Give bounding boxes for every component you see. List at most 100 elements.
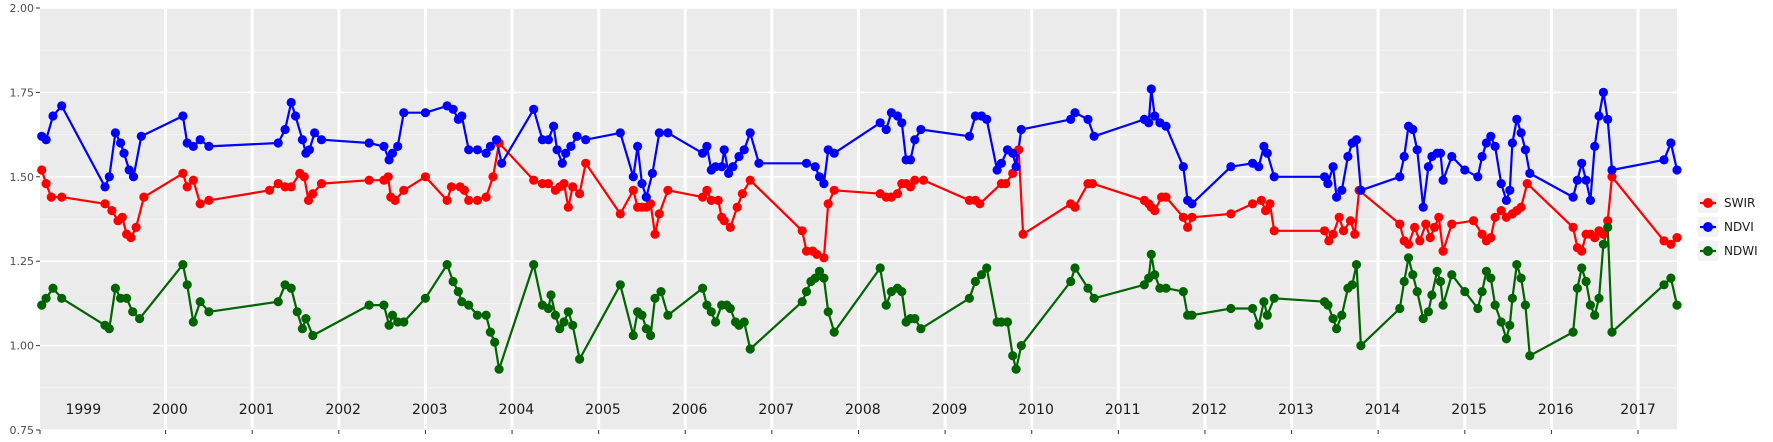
data-point-ndvi [1477,151,1487,162]
data-point-ndvi [698,148,708,158]
data-point-swir [1496,206,1506,216]
data-point-ndvi [1577,158,1587,168]
data-point-ndvi [1603,114,1613,124]
data-point-swir [1345,216,1356,226]
data-point-ndvi [1672,165,1682,175]
data-point-ndvi [116,138,126,148]
data-point-ndwi [1269,293,1279,303]
data-point-ndwi [1666,273,1676,283]
data-point-ndvi [485,141,495,151]
data-point-ndwi [1598,239,1608,249]
data-point-ndvi [286,97,296,108]
data-point-swir [37,165,47,175]
year-label: 2012 [1191,402,1227,418]
y-tick-label: 2.00 [10,2,35,15]
year-label: 2013 [1278,402,1314,418]
data-point-ndwi [273,297,283,307]
data-point-swir [131,222,141,232]
data-point-ndvi [316,135,327,145]
data-point-ndwi [797,297,807,307]
data-point-ndwi [1590,310,1600,320]
data-point-ndvi [1607,165,1617,175]
data-point-ndvi [897,118,907,128]
data-point-ndwi [1477,287,1487,297]
year-label: 2000 [152,402,188,418]
data-point-ndvi [982,114,992,124]
data-point-ndvi [1323,179,1333,189]
data-point-swir [732,202,742,212]
data-point-ndwi [1083,283,1093,293]
data-point-swir [568,182,578,192]
legend-label-swir: SWIR [1724,196,1755,210]
data-point-ndwi [1399,276,1409,287]
legend-key-marker [1703,222,1713,232]
data-point-ndvi [1011,162,1021,172]
year-label: 2003 [412,402,448,418]
data-point-ndwi [529,260,539,270]
data-point-swir [1429,222,1440,232]
data-point-ndvi [1447,151,1457,162]
data-point-swir [1490,212,1500,222]
data-point-swir [57,192,67,202]
data-point-swir [1338,226,1349,236]
data-point-ndwi [725,303,735,314]
data-point-ndwi [1473,303,1483,314]
data-point-ndvi [464,145,474,155]
data-point-ndvi [881,124,891,135]
data-point-ndwi [1323,300,1333,310]
data-point-swir [1447,219,1457,229]
data-point-ndvi [654,128,664,138]
data-point-ndvi [1581,175,1591,185]
data-point-ndwi [1672,300,1682,310]
year-label: 2017 [1620,402,1656,418]
data-point-swir [1395,219,1405,229]
data-point-ndwi [188,317,198,327]
data-point-ndwi [814,266,825,276]
data-point-ndwi [1520,300,1530,310]
data-point-ndvi [1481,138,1491,148]
data-point-swir [273,179,283,189]
data-point-ndwi [1187,310,1197,320]
x-axis-year-labels: 1999 2000 2001 2002 2003 2004 2005 2006 2007 2008… [39,402,1656,434]
data-point-ndvi [916,124,926,135]
data-point-ndvi [728,162,738,172]
data-point-swir [100,199,110,209]
data-point-ndwi [1403,253,1414,263]
year-label: 2001 [239,402,275,418]
data-point-ndvi [905,155,916,165]
data-point-ndvi [992,165,1002,175]
data-point-swir [1265,199,1275,209]
data-point-ndvi [637,179,647,189]
data-point-ndvi [724,168,734,178]
data-point-ndwi [1408,270,1418,280]
data-point-ndwi [543,303,554,314]
year-label: 2010 [1018,402,1054,418]
data-point-ndwi [379,300,389,310]
data-point-ndvi [628,172,638,182]
data-point-swir [563,202,573,212]
data-point-ndwi [1460,287,1470,297]
data-point-ndvi [552,145,562,155]
data-point-ndwi [555,324,565,334]
data-point-swir [829,185,839,195]
data-point-ndvi [557,158,567,168]
data-point-ndwi [745,344,755,354]
data-point-swir [559,179,569,189]
data-point-ndvi [814,172,825,182]
data-point-ndvi [543,135,554,145]
data-point-swir [1603,216,1613,226]
data-point-ndwi [1423,307,1433,317]
data-point-ndwi [1438,300,1448,310]
data-point-ndwi [453,287,463,297]
data-point-ndwi [637,310,647,320]
data-point-ndwi [1568,327,1578,337]
data-point-ndvi [128,172,139,182]
data-point-ndvi [1418,202,1428,212]
data-point-ndwi [964,293,975,303]
data-point-swir [1577,246,1587,256]
data-point-ndwi [1435,276,1446,287]
data-point-ndwi [1525,351,1535,361]
data-point-swir [46,192,56,202]
data-point-ndwi [1512,260,1522,270]
data-point-ndvi [472,145,482,155]
